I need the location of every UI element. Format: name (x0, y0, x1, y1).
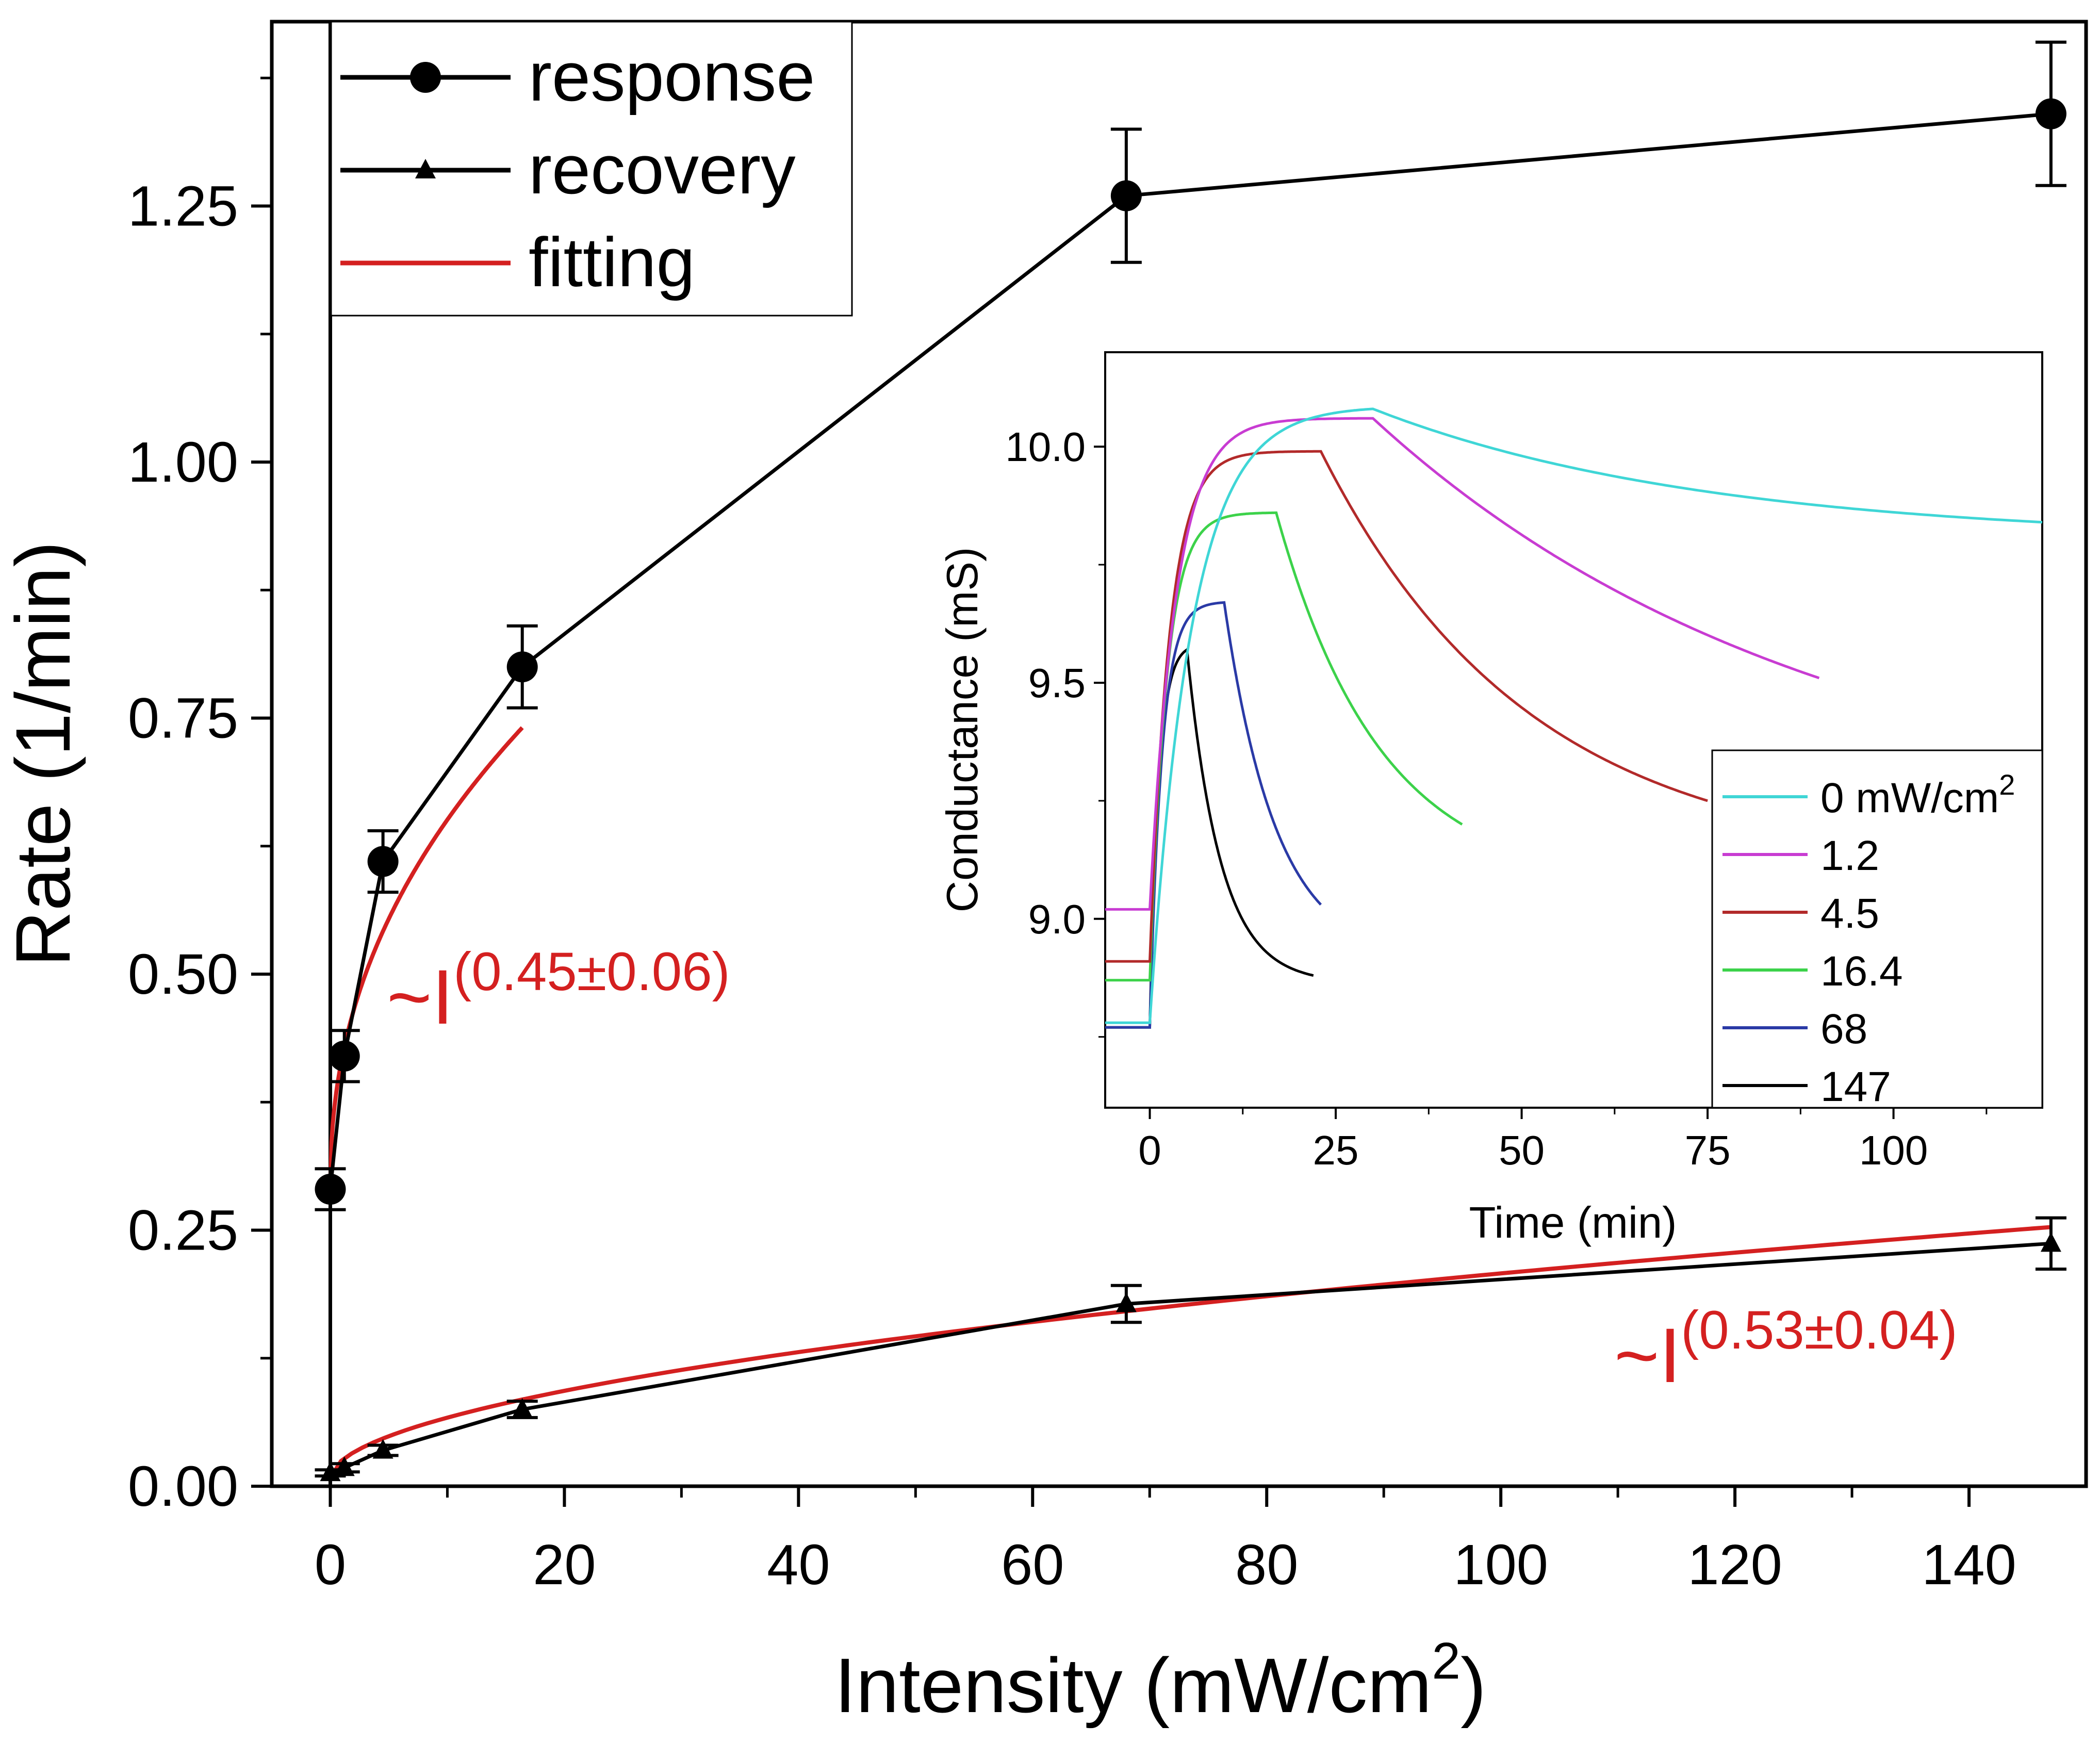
recovery-point (334, 1456, 355, 1476)
response-line (329, 112, 2052, 1190)
inset-legend-label: 68 (1820, 1006, 1867, 1053)
main-x-tick-label: 20 (533, 1533, 596, 1597)
inset-legend-label-text: 1.2 (1820, 832, 1879, 879)
fitting-curves (328, 726, 2052, 1480)
inset-curve-4-5 (1105, 450, 1708, 963)
main-x-tick-label: 140 (1922, 1533, 2016, 1597)
main-x-tick-label: 60 (1001, 1533, 1064, 1597)
main-y-tick-label: 0.75 (128, 686, 238, 750)
inset-curve-68 (1105, 601, 1322, 1029)
inset-curve-16-4 (1105, 511, 1463, 982)
inset-legend-label-sup: 2 (1999, 768, 2015, 801)
response-point (315, 1174, 346, 1205)
recovery-exponent-annotation: ~I(0.53±0.04) (1614, 1300, 1958, 1399)
legend-label-response: response (529, 38, 815, 116)
inset-x-tick-label: 50 (1499, 1127, 1545, 1173)
inset-x-tick-label: 25 (1313, 1127, 1359, 1173)
inset-series (1105, 407, 2043, 1029)
inset-x-tick-label: 100 (1859, 1127, 1928, 1173)
inset-legend-label: 1.2 (1820, 832, 1879, 879)
response-point (2035, 98, 2066, 129)
main-x-tick-label: 40 (767, 1533, 830, 1597)
inset-legend-label: 16.4 (1820, 948, 1903, 995)
response-exponent-annotation: ~I(0.45±0.06) (387, 942, 730, 1040)
inset-legend-label-text: 16.4 (1820, 948, 1903, 995)
inset-legend-label-text: 68 (1820, 1006, 1867, 1053)
inset-curve-0mWcm (1105, 407, 2043, 1024)
series-response (315, 40, 2066, 1211)
main-y-tick-label: 0.00 (128, 1455, 238, 1518)
inset-y-axis-label: Conductance (mS) (938, 547, 987, 913)
inset-legend-label: 4.5 (1820, 890, 1879, 937)
main-x-tick-labels: 0 20 40 60 80 100 120 140 (315, 1533, 2016, 1597)
inset-axis-ticks (1094, 446, 1988, 1119)
main-y-tick-label: 1.00 (128, 431, 238, 494)
main-x-tick-label: 120 (1687, 1533, 1782, 1597)
inset-y-tick-label: 10.0 (1005, 424, 1086, 470)
main-x-tick-label: 0 (315, 1533, 346, 1597)
main-y-axis-label: Rate (1/min) (0, 541, 86, 966)
response-point (367, 846, 399, 877)
main-y-tick-label: 1.25 (128, 174, 238, 238)
inset-legend: 0 mW/cm2 1.2 4.5 16.4 68 147 (1711, 749, 2043, 1110)
inset-legend-label: 0 mW/cm2 (1820, 768, 2015, 821)
legend-label-fitting: fitting (529, 223, 695, 301)
main-plot-frame (270, 20, 2088, 1488)
main-y-tick-label: 0.50 (128, 943, 238, 1006)
response-point (1110, 180, 1142, 211)
legend-label-recovery: recovery (529, 130, 796, 208)
recovery-point (2040, 1232, 2061, 1252)
legend-marker-recovery (415, 159, 436, 178)
main-y-tick-labels: 0.00 0.25 0.50 0.75 1.00 1.25 (128, 174, 238, 1518)
recovery-point (512, 1398, 533, 1418)
inset-y-tick-label: 9.5 (1028, 660, 1086, 706)
main-legend: response recovery fitting (330, 21, 853, 317)
main-axis-ticks (251, 76, 1971, 1507)
inset-legend-box (1711, 749, 2043, 1109)
inset-y-tick-labels: 9.0 9.5 10.0 (1005, 424, 1086, 942)
main-series (315, 40, 2066, 1482)
response-point (329, 1040, 360, 1072)
response-fit-curve (328, 726, 524, 1190)
inset-curve-1-2 (1105, 417, 1820, 911)
recovery-fit-curve (329, 1225, 2052, 1480)
inset-x-tick-labels: 0 25 50 75 100 (1138, 1127, 1928, 1173)
inset-legend-items: 0 mW/cm2 1.2 4.5 16.4 68 147 (1722, 768, 2015, 1110)
legend-marker-response (410, 62, 441, 93)
inset-legend-label-text: 0 mW/cm (1820, 775, 1999, 821)
main-x-axis-label: Intensity (mW/cm2) (834, 1632, 1486, 1729)
series-recovery (315, 1216, 2066, 1482)
main-y-tick-label: 0.25 (128, 1198, 238, 1262)
inset-x-axis-label: Time (min) (1469, 1198, 1677, 1247)
inset-x-tick-label: 0 (1138, 1127, 1161, 1173)
inset-legend-label-text: 4.5 (1820, 890, 1879, 937)
recovery-point (372, 1439, 393, 1459)
response-point (506, 651, 538, 683)
main-x-tick-label: 100 (1453, 1533, 1548, 1597)
inset-chart: 0 25 50 75 100 9.0 9.5 10.0 Time (min) Conduct… (938, 351, 2043, 1247)
recovery-point (1115, 1292, 1137, 1312)
inset-legend-label-text: 147 (1820, 1063, 1891, 1110)
main-x-tick-label: 80 (1235, 1533, 1298, 1597)
inset-y-tick-label: 9.0 (1028, 896, 1086, 942)
inset-x-tick-label: 75 (1685, 1127, 1731, 1173)
inset-legend-label: 147 (1820, 1063, 1891, 1110)
